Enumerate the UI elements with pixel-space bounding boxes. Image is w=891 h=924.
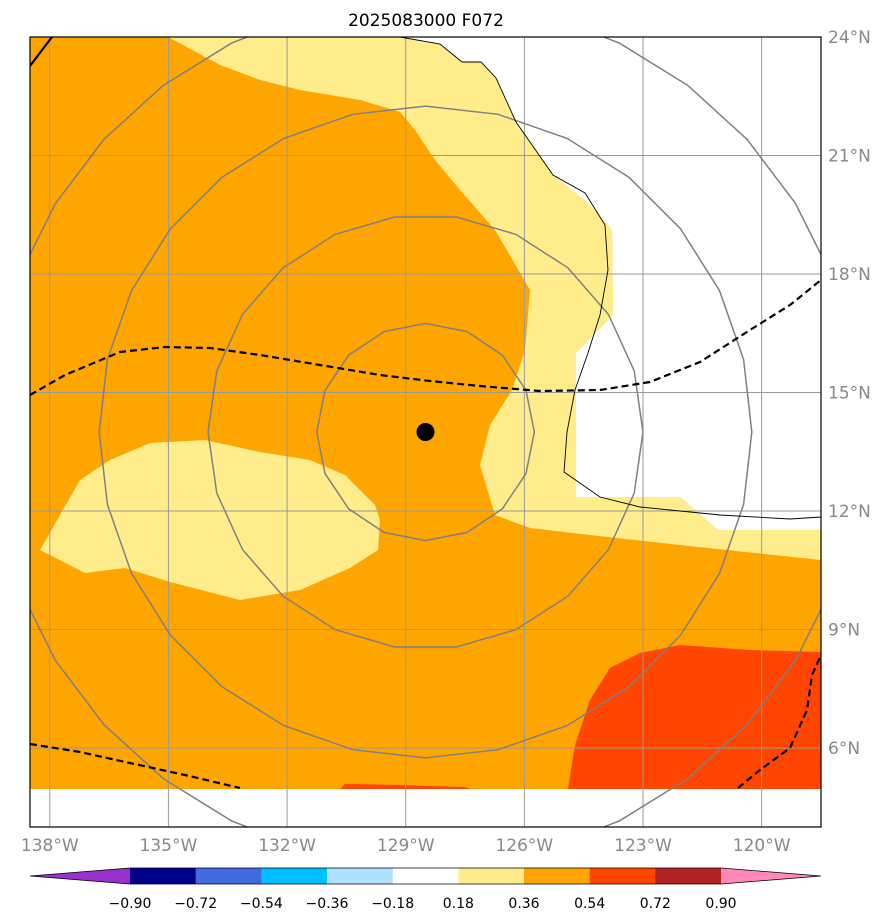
figure-title: 2025083000 F072	[348, 11, 504, 31]
colorbar-swatch	[130, 868, 197, 884]
colorbar-swatch	[261, 868, 328, 884]
colorbar-tick-label: 0.72	[640, 896, 671, 912]
colorbar-swatch	[655, 868, 722, 884]
coastline-contour	[399, 37, 821, 520]
colorbar-tick-label: −0.54	[240, 896, 283, 912]
field-lightyellow-north	[168, 37, 821, 560]
colorbar-tick-label: 0.90	[705, 896, 736, 912]
range-ring	[207, 216, 644, 648]
colorbar-extend-low	[30, 868, 130, 884]
longitude-tick-label: 132°W	[258, 836, 316, 856]
longitude-tick-label: 120°W	[733, 836, 791, 856]
latitude-tick-label: 24°N	[828, 28, 871, 48]
colorbar-tick-label: −0.72	[174, 896, 217, 912]
range-rings	[30, 37, 821, 827]
plot-frame	[29, 36, 822, 828]
longitude-tick-label: 135°W	[140, 836, 198, 856]
colorbar-outline	[29, 867, 822, 885]
colorbar-tick-label: 0.54	[574, 896, 605, 912]
latitude-labels: 24°N 21°N 18°N 15°N 12°N 9°N 6°N	[828, 28, 871, 759]
field-redorange-southeast	[568, 645, 821, 789]
colorbar-tick-label: −0.18	[371, 896, 414, 912]
range-ring	[315, 322, 536, 542]
colorbar: −0.90 −0.72 −0.54 −0.36 −0.18 0.18 0.36 0.54 0.7…	[29, 867, 822, 912]
colorbar-tick-label: −0.36	[306, 896, 349, 912]
dashed-contour-southwest	[30, 742, 241, 790]
latitude-tick-label: 6°N	[828, 739, 860, 759]
colorbar-swatch	[589, 868, 656, 884]
colorbar-swatch	[458, 868, 525, 884]
longitude-labels: 138°W 135°W 132°W 129°W 126°W 123°W 120°W	[21, 836, 791, 856]
latitude-tick-label: 12°N	[828, 502, 871, 522]
latitude-tick-label: 15°N	[828, 384, 871, 404]
colorbar-tick-label: 0.36	[508, 896, 539, 912]
colorbar-swatch	[327, 868, 394, 884]
colorbar-tick-label: −0.90	[109, 896, 152, 912]
colorbar-swatch	[392, 868, 459, 884]
longitude-tick-label: 129°W	[377, 836, 435, 856]
solid-contour-northwest	[30, 37, 53, 67]
storm-center-marker	[416, 423, 435, 441]
longitude-tick-label: 138°W	[21, 836, 79, 856]
latitude-tick-label: 18°N	[828, 265, 871, 285]
colorbar-swatch	[524, 868, 591, 884]
dashed-contours	[30, 279, 821, 790]
range-ring	[30, 37, 821, 827]
latitude-tick-label: 21°N	[828, 147, 871, 167]
longitude-tick-label: 126°W	[495, 836, 553, 856]
latitude-tick-label: 9°N	[828, 621, 860, 641]
colorbar-tick-label: 0.18	[443, 896, 474, 912]
colorbar-swatch	[195, 868, 262, 884]
dashed-contour-southeast	[737, 654, 821, 789]
longitude-tick-label: 123°W	[614, 836, 672, 856]
thin-contour-line	[399, 37, 821, 520]
dashed-contour-middle	[30, 279, 821, 396]
filled-field	[30, 37, 821, 789]
field-white-northeast	[400, 37, 821, 530]
field-lightyellow-west	[40, 440, 380, 600]
colorbar-extend-high	[721, 868, 821, 884]
field-redorange-south-strip	[340, 784, 470, 789]
range-ring	[98, 105, 753, 759]
map-plot-area	[30, 37, 821, 827]
